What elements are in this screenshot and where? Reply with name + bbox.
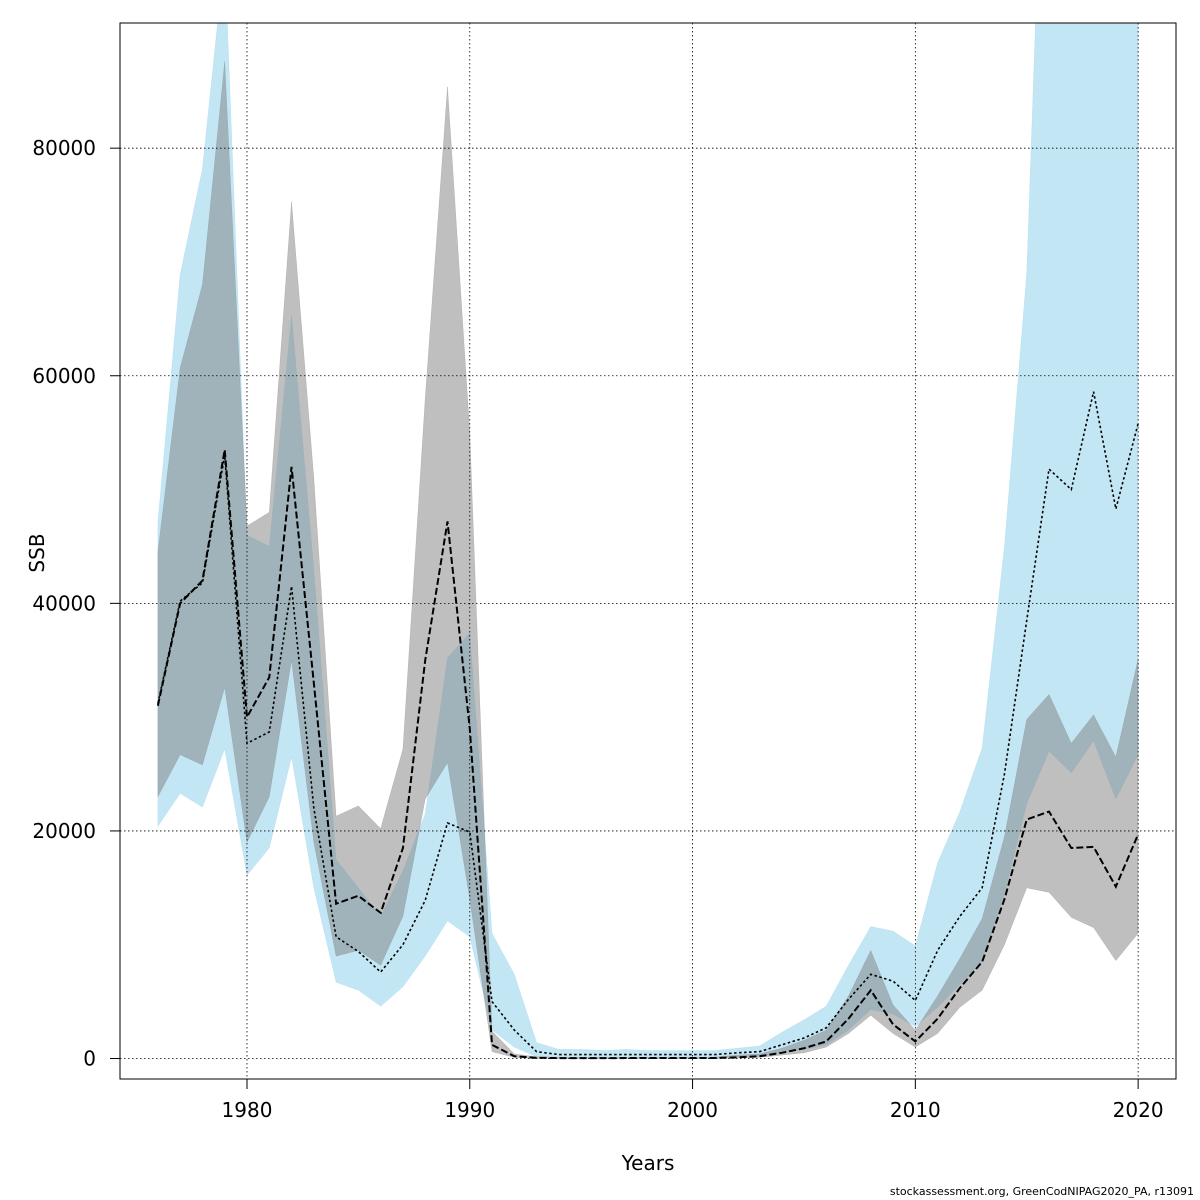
x-tick-label: 2020	[1113, 1098, 1164, 1122]
x-tick-label: 2010	[890, 1098, 941, 1122]
y-axis: 0 20000 40000 60000 80000	[32, 136, 120, 1071]
plot-frame	[119, 22, 1177, 1080]
grid-lines	[120, 23, 1176, 1079]
y-tick-label: 60000	[32, 364, 96, 388]
x-axis: 1980 1990 2000 2010 2020	[222, 1079, 1164, 1122]
y-tick-label: 0	[83, 1047, 96, 1071]
footer-credit: stockassessment.org, GreenCodNIPAG2020_P…	[889, 1185, 1194, 1198]
confidence-bands	[157, 23, 1139, 1059]
series-2-line	[157, 391, 1139, 1056]
x-tick-label: 1980	[222, 1098, 273, 1122]
y-tick-label: 20000	[32, 819, 96, 843]
plot-border	[119, 22, 1177, 1080]
x-tick-label: 2000	[667, 1098, 718, 1122]
series-1-line	[156, 449, 1140, 1060]
y-tick-label: 80000	[32, 136, 96, 160]
series-1-band	[157, 61, 1139, 1059]
y-tick-label: 40000	[32, 591, 96, 615]
x-axis-label: Years	[621, 1151, 675, 1175]
x-tick-label: 1990	[444, 1098, 495, 1122]
series-lines	[156, 391, 1140, 1060]
y-axis-label: SSB	[25, 533, 49, 572]
